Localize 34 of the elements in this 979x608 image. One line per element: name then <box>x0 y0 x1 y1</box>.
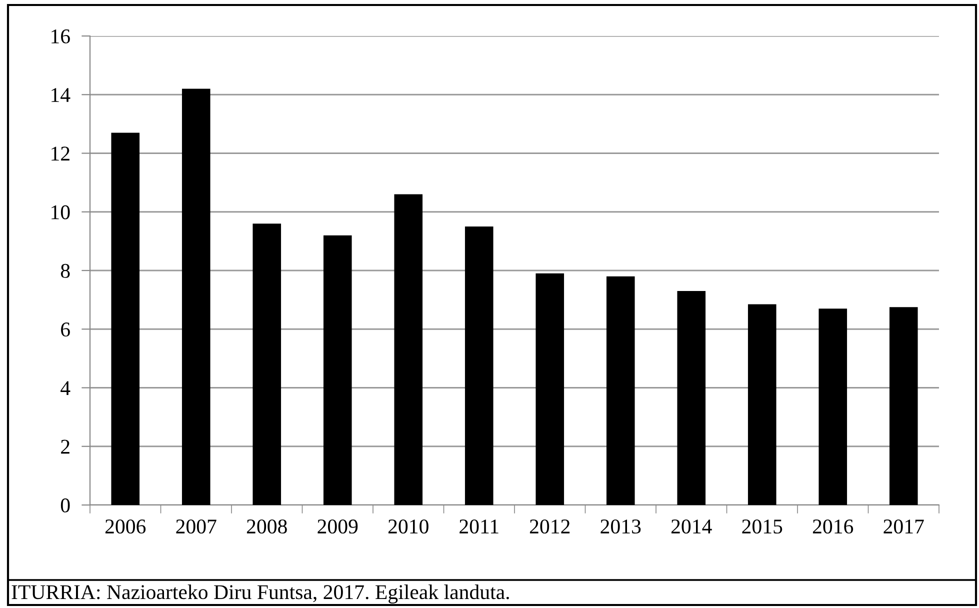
y-tick-label: 12 <box>52 146 70 160</box>
bar <box>606 276 635 505</box>
bar <box>323 235 352 505</box>
bar <box>111 132 140 505</box>
x-tick-label: 2016 <box>812 519 854 534</box>
x-tick-label: 2006 <box>105 519 146 534</box>
bar <box>394 194 423 505</box>
y-tick-label: 14 <box>52 88 70 102</box>
bar <box>748 304 776 505</box>
x-tick-label: 2010 <box>388 519 428 534</box>
y-tick-label: 8 <box>60 264 70 278</box>
y-tick-label: 0 <box>60 498 70 512</box>
x-tick-label: 2008 <box>246 519 287 534</box>
bar <box>464 226 494 505</box>
x-tick-label: 2011 <box>460 519 498 534</box>
x-tick-label: 2013 <box>600 519 641 534</box>
x-tick-label: 2007 <box>176 519 216 534</box>
bar <box>536 273 564 505</box>
text: ITURRIA: Nazioarteko Diru Funtsa, 2017. Egileak landuta. <box>12 584 509 604</box>
x-tick-label: 2017 <box>884 519 924 534</box>
bar <box>252 224 282 505</box>
x-tick-label: 2009 <box>318 519 358 534</box>
y-tick-label: 10 <box>52 205 70 220</box>
x-tick-label: 2015 <box>742 519 782 534</box>
bar <box>182 88 210 505</box>
bar <box>889 307 918 505</box>
y-tick-label: 2 <box>61 440 70 454</box>
bar <box>677 291 706 505</box>
x-tick-label: 2014 <box>671 519 712 534</box>
x-tick-label: 2012 <box>530 519 570 534</box>
y-tick-label: 4 <box>60 381 70 395</box>
y-tick-label: 16 <box>52 29 70 44</box>
bar <box>818 308 848 505</box>
y-tick-label: 6 <box>61 322 70 337</box>
